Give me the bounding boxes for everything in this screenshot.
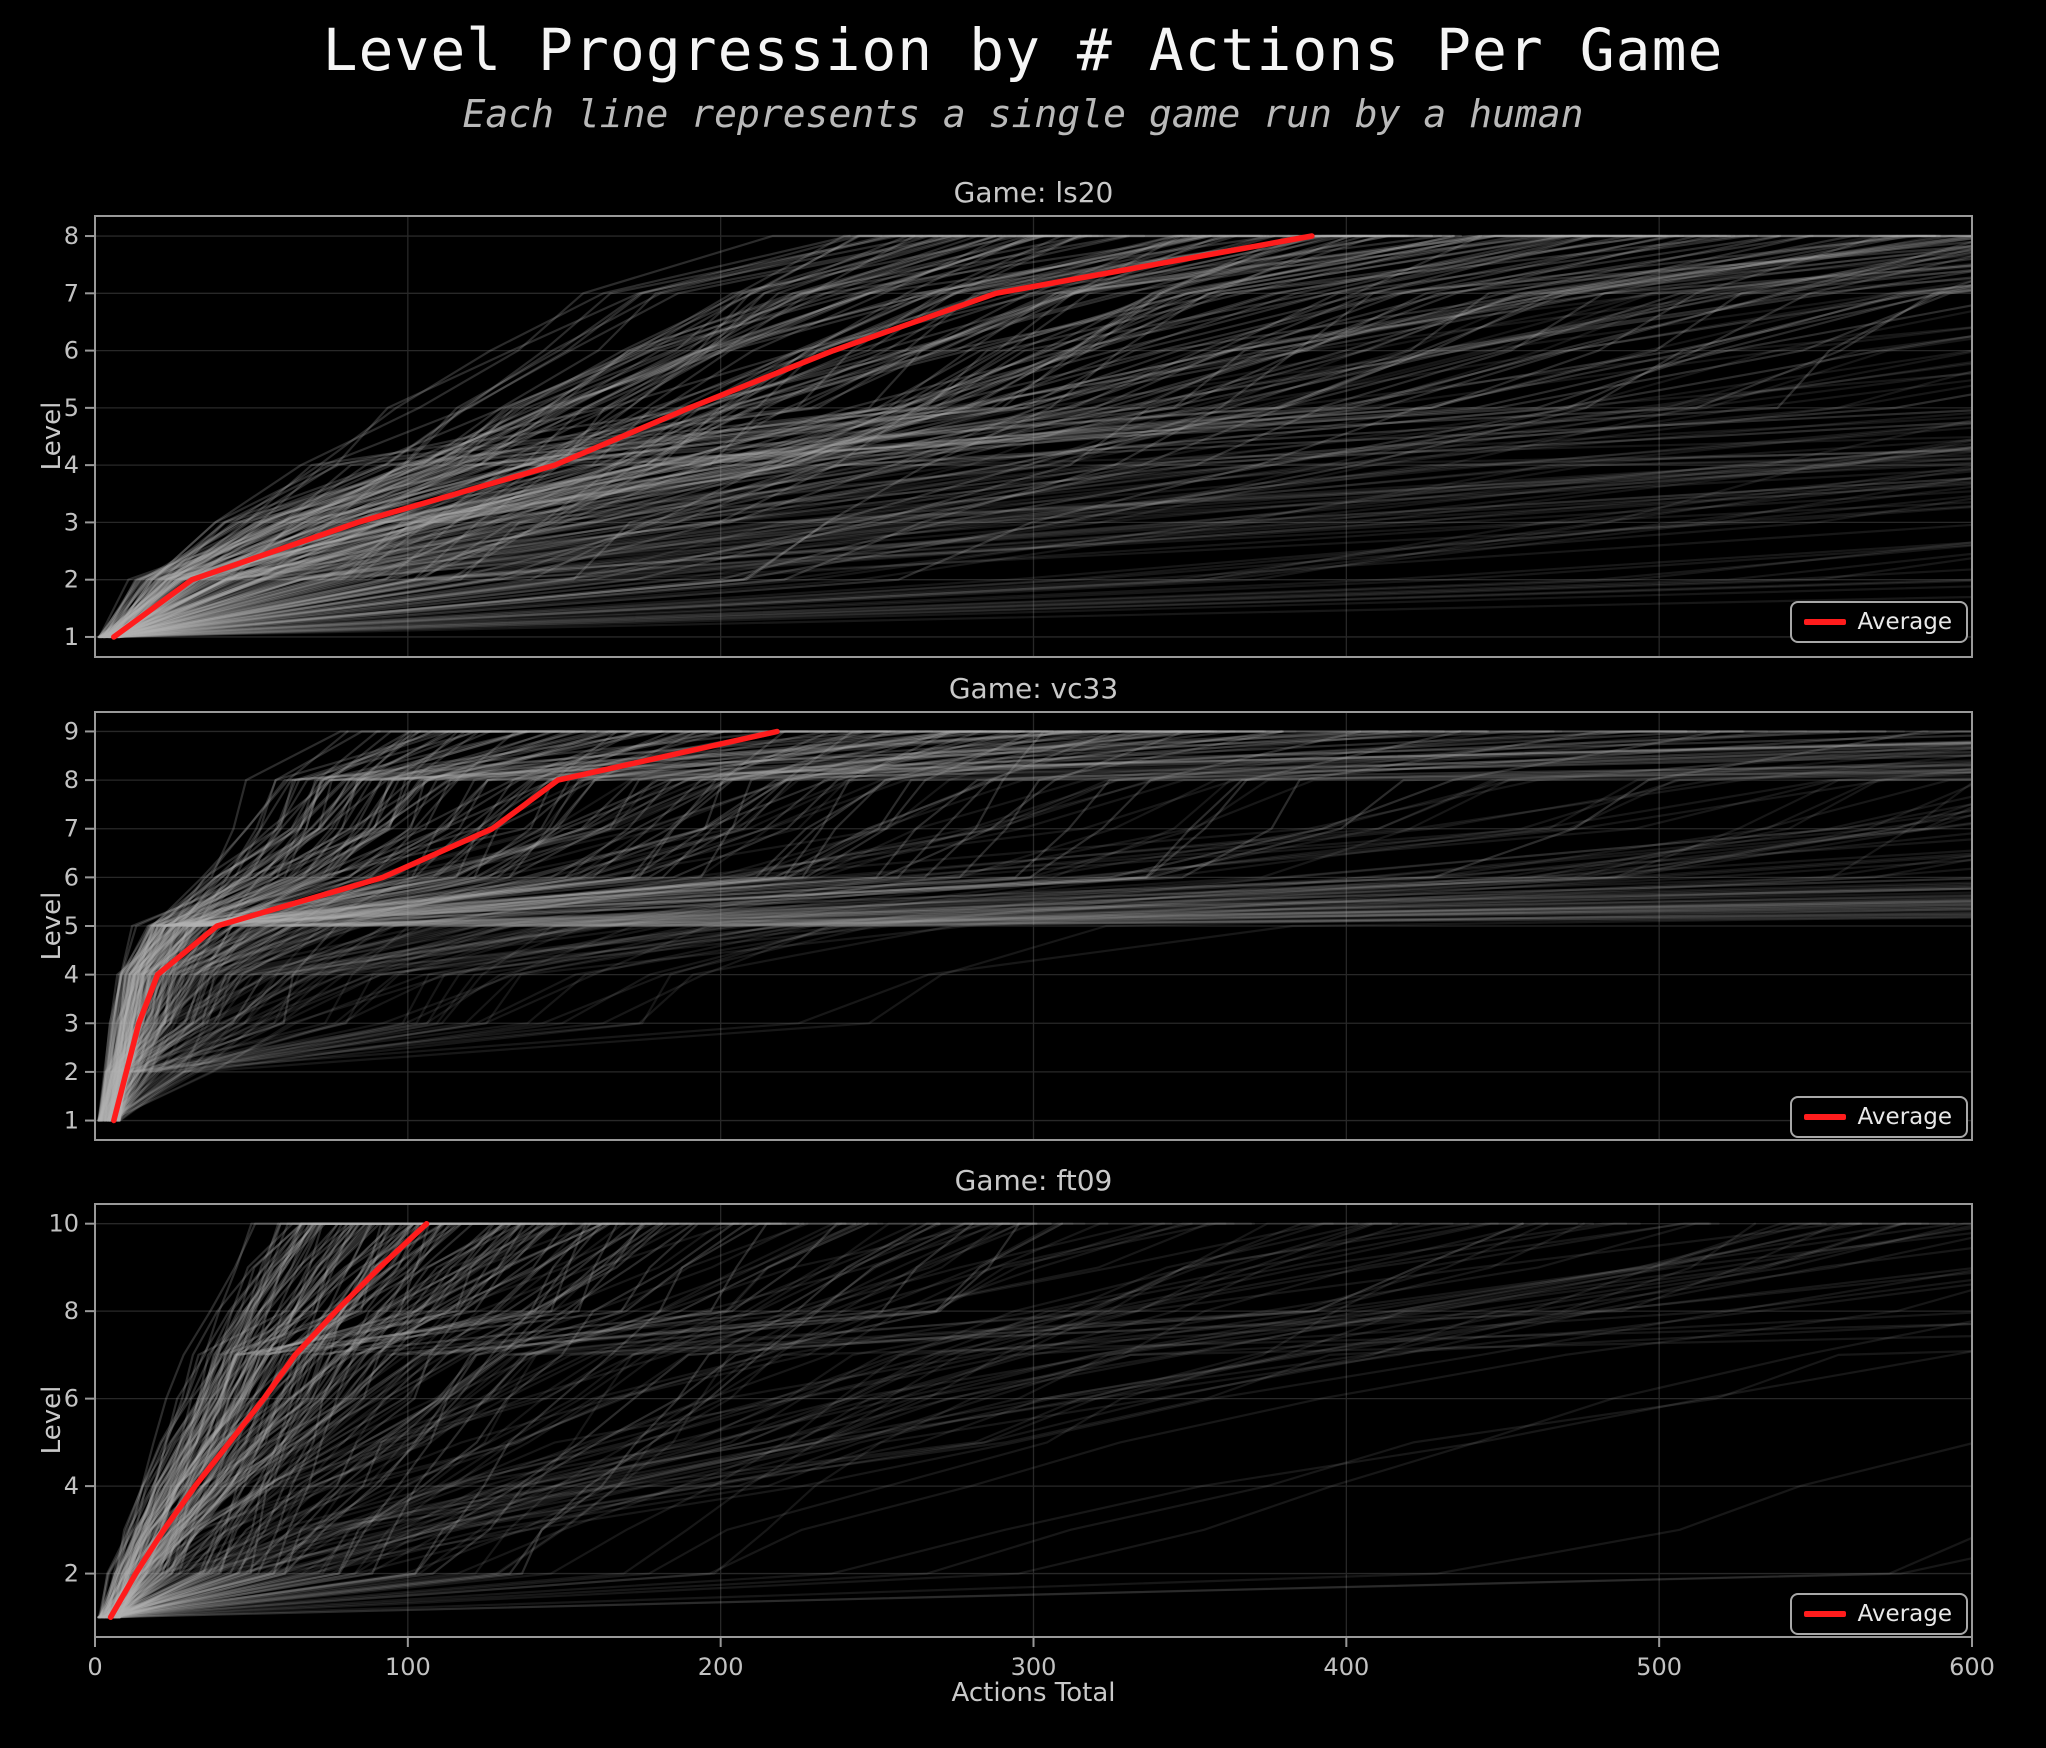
svg-text:10: 10 [48,1210,79,1238]
svg-text:4: 4 [64,961,79,989]
svg-text:4: 4 [64,451,79,479]
svg-text:300: 300 [1011,1653,1057,1681]
legend: Average [1789,1593,1968,1635]
svg-text:2: 2 [64,566,79,594]
svg-text:6: 6 [64,1385,79,1413]
svg-text:3: 3 [64,508,79,536]
svg-text:3: 3 [64,1009,79,1037]
subplot-title-ls20: Game: ls20 [953,176,1114,209]
svg-text:2: 2 [64,1560,79,1588]
legend: Average [1789,601,1968,643]
svg-text:1: 1 [64,623,79,651]
page-title: Level Progression by # Actions Per Game [322,16,1724,84]
svg-text:500: 500 [1636,1653,1682,1681]
page-subtitle: Each line represents a single game run b… [462,92,1584,136]
subplot-title-ft09: Game: ft09 [954,1164,1113,1197]
svg-text:200: 200 [698,1653,744,1681]
svg-text:7: 7 [64,815,79,843]
svg-text:8: 8 [64,1297,79,1325]
average-line-swatch [1803,1114,1846,1120]
svg-text:8: 8 [64,766,79,794]
legend: Average [1789,1096,1968,1138]
y-axis-title-text: Level [37,891,67,961]
svg-text:5: 5 [64,912,79,940]
svg-text:2: 2 [64,1058,79,1086]
svg-text:6: 6 [64,337,79,365]
svg-text:600: 600 [1949,1653,1995,1681]
legend-label: Average [1857,1600,1952,1627]
y-axis-title-text: Level [37,401,67,471]
legend-label: Average [1857,608,1952,635]
svg-text:5: 5 [64,394,79,422]
svg-text:100: 100 [385,1653,431,1681]
legend-label: Average [1857,1103,1952,1130]
svg-text:9: 9 [64,717,79,745]
y-axis-title-text: Level [37,1385,67,1455]
x-axis-title: Actions Total [951,1678,1116,1708]
svg-text:4: 4 [64,1472,79,1500]
svg-text:1: 1 [64,1107,79,1135]
subplot-title-vc33: Game: vc33 [948,672,1119,705]
svg-text:8: 8 [64,222,79,250]
svg-text:400: 400 [1323,1653,1369,1681]
svg-text:7: 7 [64,279,79,307]
average-line-swatch [1803,619,1846,625]
svg-text:6: 6 [64,863,79,891]
svg-text:0: 0 [87,1653,102,1681]
average-line-swatch [1803,1611,1846,1617]
